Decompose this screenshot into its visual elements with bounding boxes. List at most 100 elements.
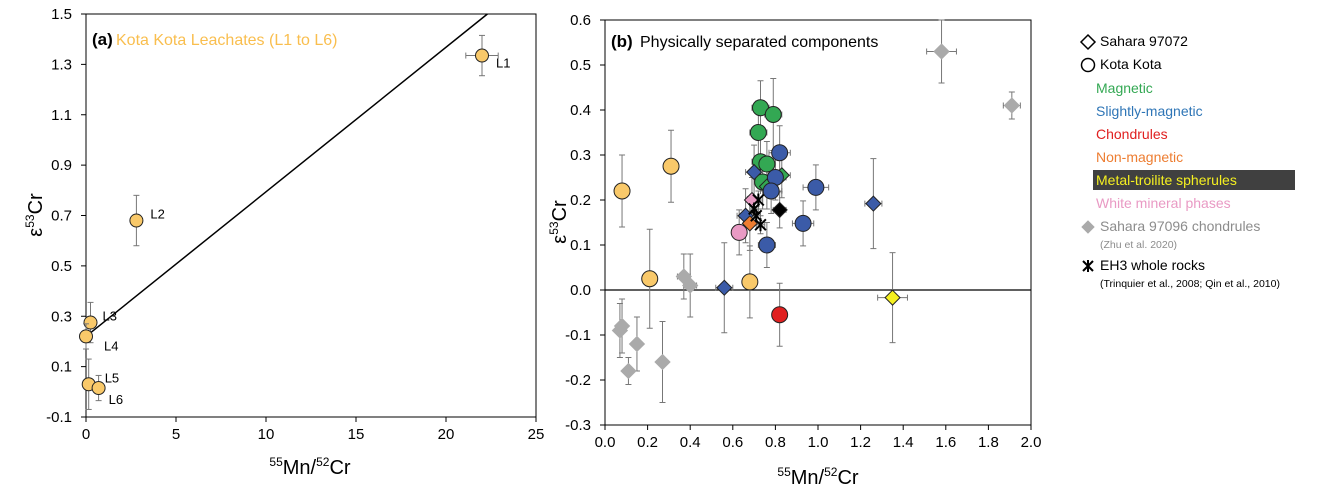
panel-a-point: [79, 329, 93, 344]
panel-a-point-label: L4: [104, 338, 118, 353]
panel-b-point-kota-kota-non-magnetic: [662, 157, 680, 175]
panel-a-point: [91, 381, 106, 396]
legend-label: EH3 whole rocks: [1100, 257, 1205, 273]
panel-b-point-eh3-whole-rocks: [752, 193, 765, 207]
panel-b-point-white-mineral-phases-kota-kota: [730, 223, 748, 241]
panel-a-point-label: L5: [105, 370, 119, 385]
panel-b-point-kota-kota-slightly-magnetic: [771, 144, 789, 162]
panel-a-point-label: L1: [496, 56, 510, 71]
panel-b-xtick-label: 0.0: [595, 434, 616, 451]
legend-item: Sahara 97072: [1079, 33, 1188, 51]
panel-b-point-sahara-97096-chondrules: [1003, 97, 1021, 114]
panel-b-xtick-label: 1.8: [978, 434, 999, 451]
panel-b-xtick-label: 1.0: [808, 434, 829, 451]
panel-a-xtick-label: 0: [82, 426, 90, 443]
panel-b-point-metal-troilite-spherules: [884, 289, 901, 306]
panel-a-point-label: L2: [150, 207, 164, 222]
legend-label: Chondrules: [1096, 126, 1168, 142]
panel-b-ytick-label: 0.5: [570, 57, 591, 74]
legend-item: Metal-troilite spherules: [1093, 170, 1295, 190]
panel-b-point-kota-kota-slightly-magnetic: [762, 182, 780, 200]
panel-a-xlabel: 55Mn/52Cr: [269, 455, 351, 479]
panel-b-xlabel: 55Mn/52Cr: [777, 465, 859, 489]
legend-item: Sahara 97096 chondrules (Zhu et al. 2020): [1081, 218, 1260, 251]
panel-b-xtick-label: 1.2: [850, 434, 871, 451]
panel-b-point-kota-kota-non-magnetic: [613, 182, 631, 200]
panel-b-ylabel: ε53Cr: [547, 200, 571, 244]
legend-diamond-grey-icon: [1081, 220, 1095, 234]
panel-b-tag: (b): [611, 32, 633, 51]
panel-b-ytick-label: 0.6: [570, 12, 591, 29]
legend-label: White mineral phases: [1096, 195, 1231, 211]
panel-b-point-kota-kota-magnetic: [749, 124, 767, 141]
panel-b-xtick-label: 0.2: [637, 434, 658, 451]
panel-a-regression-line: [85, 13, 488, 337]
panel-a-ytick-label: 1.1: [51, 107, 72, 124]
legend-note: (Trinquier et al., 2008; Qin et al., 201…: [1100, 278, 1280, 290]
panel-b-frame: [604, 19, 1032, 426]
panel-a-tag: (a): [92, 30, 113, 49]
panel-a-ytick-label: -0.1: [46, 409, 72, 426]
panel-b-point-sahara-97072-slightly-magnetic: [716, 279, 733, 296]
panel-b-point-sahara-97096-chondrules: [933, 43, 950, 60]
panel-b-xtick-label: 1.4: [893, 434, 914, 451]
legend-item: EH3 whole rocks (Trinquier et al., 2008; …: [1082, 257, 1280, 290]
panel-a-frame: [85, 13, 537, 418]
legend-note: (Zhu et al. 2020): [1100, 239, 1177, 251]
panel-b-ytick-label: 0.4: [570, 102, 591, 119]
panel-a-xtick-label: 25: [528, 426, 545, 443]
panel-b-point-sahara-97072-slightly-magnetic: [745, 163, 763, 181]
panel-b-ytick-label: 0.3: [570, 147, 591, 164]
legend-label: Kota Kota: [1100, 56, 1162, 72]
legend-diamond-open-icon: [1079, 33, 1097, 51]
panel-b-point-sahara-97096-chondrules: [620, 362, 637, 380]
panel-a-ytick-label: 0.7: [51, 208, 72, 225]
panel-b-ytick-label: 0.1: [570, 237, 591, 254]
panel-b-xtick-label: 2.0: [1021, 434, 1042, 451]
legend-highlight-box: [1093, 170, 1295, 190]
panel-a-xtick-label: 5: [172, 426, 180, 443]
panel-a-ytick-label: 0.1: [51, 359, 72, 376]
panel-b-xtick-label: 0.4: [680, 434, 701, 451]
panel-a-ytick-label: 0.3: [51, 308, 72, 325]
panel-b-ytick-label: 0.0: [570, 282, 591, 299]
legend-label: Sahara 97096 chondrules: [1100, 218, 1260, 234]
panel-b-point-kota-kota-non-magnetic: [741, 273, 759, 291]
panel-b-xtick-label: 0.6: [722, 434, 743, 451]
panel-b-point-sahara-97096-chondrules: [628, 335, 646, 353]
legend-item: White mineral phases: [1096, 195, 1231, 211]
legend-label: Metal-troilite spherules: [1096, 172, 1237, 188]
panel-b-xtick-label: 0.8: [765, 434, 786, 451]
panel-a-title: Kota Kota Leachates (L1 to L6): [116, 32, 337, 49]
legend-label: Magnetic: [1096, 80, 1153, 96]
panel-b-point-kota-kota-slightly-magnetic: [758, 236, 776, 254]
legend-label: Slightly-magnetic: [1096, 103, 1203, 119]
panel-a-chart: L1 L2 L3 L4 L5 L6 0 5 10 15 20 25 -0.1 0.1 0.3 0.5 0.7 0…: [23, 6, 544, 479]
panel-a-ylabel: ε53Cr: [23, 193, 47, 237]
panel-a-ytick-label: 1.5: [51, 6, 72, 23]
legend-item: Kota Kota: [1080, 56, 1162, 73]
panel-b-point-kota-kota-magnetic: [758, 155, 776, 173]
panel-b-point-eh3-whole-rocks: [754, 218, 767, 232]
panel-a-ytick-label: 0.9: [51, 157, 72, 174]
panel-b-point-kota-kota-slightly-magnetic: [807, 178, 825, 196]
panel-b-point-sahara-97096-chondrules: [654, 353, 671, 371]
legend-star-icon: [1082, 260, 1094, 272]
panel-a-point-label: L3: [103, 309, 117, 324]
panel-b-title: Physically separated components: [640, 34, 878, 51]
panel-a-point: [475, 48, 489, 63]
panel-b-point-kota-kota-slightly-magnetic: [794, 214, 812, 232]
panel-a-point: [129, 213, 144, 228]
panel-b-point-sahara-97072-black: [771, 201, 788, 219]
panel-a-xtick-label: 20: [438, 426, 455, 443]
legend-item: Magnetic: [1096, 80, 1153, 96]
legend: Sahara 97072 Kota Kota Magnetic Slightly-ma…: [1079, 33, 1295, 290]
panel-b-ytick-label: -0.1: [565, 327, 591, 344]
panel-a-ytick-label: 0.5: [51, 258, 72, 275]
panel-b-point-sahara-97096-chondrules: [613, 317, 631, 335]
legend-item: Chondrules: [1096, 126, 1168, 142]
panel-a-xtick-label: 15: [348, 426, 365, 443]
panel-b-point-sahara-97096-chondrules: [682, 277, 699, 294]
legend-label: Non-magnetic: [1096, 149, 1183, 165]
